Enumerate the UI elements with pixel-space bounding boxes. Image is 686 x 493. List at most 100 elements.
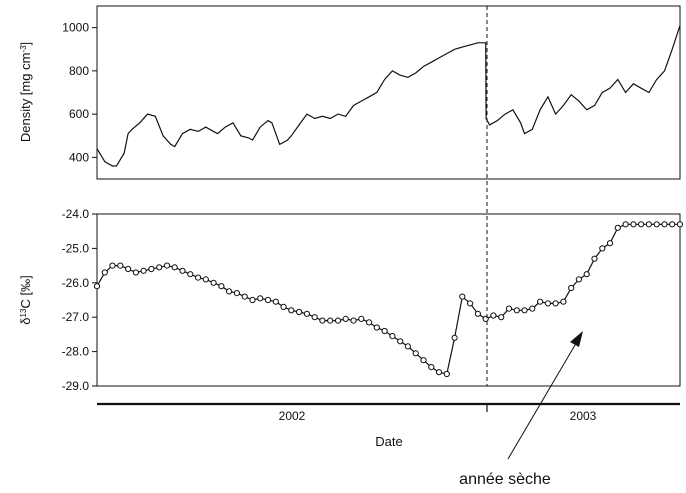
isotope-data-point [653,221,660,228]
isotope-y-tick-label: -29.0 [62,379,90,393]
density-plot-frame [96,5,681,180]
isotope-data-point [233,290,240,297]
isotope-data-point [156,264,163,271]
isotope-data-point [467,300,474,307]
density-axis-title-main: Density [mg cm [18,53,33,143]
isotope-series-line [96,223,680,375]
isotope-data-point [498,314,505,321]
isotope-data-point [412,350,419,357]
isotope-data-point [404,343,411,350]
isotope-data-point [101,269,108,276]
isotope-data-point [381,327,388,335]
isotope-data-point [443,370,450,378]
isotope-data-point [373,324,380,331]
isotope-data-point [210,279,217,286]
isotope-data-point [226,288,233,295]
density-panel: 1000 800 600 400 Density [mg cm-3] [18,5,681,180]
isotope-panel: -24.0 -25.0 -26.0 -27.0 -28.0 -29.0 δ13C [‰] [18,207,684,393]
isotope-data-point [397,338,404,345]
isotope-data-point [296,308,303,316]
isotope-data-point [630,221,637,228]
isotope-data-point [661,221,668,228]
density-y-axis: 1000 800 600 400 [62,21,97,164]
isotope-data-point [272,298,279,305]
isotope-data-point [264,296,272,304]
isotope-data-point [358,315,365,322]
isotope-data-point [606,240,614,247]
isotope-data-point [513,307,520,314]
isotope-data-point [568,284,575,292]
isotope-data-point [474,310,481,317]
isotope-data-point [459,293,466,300]
isotope-y-axis: -24.0 -25.0 -26.0 -27.0 -28.0 -29.0 [62,207,97,393]
isotope-data-point [676,221,684,228]
isotope-data-point [599,245,606,252]
annotation-label: année sèche [459,471,551,488]
isotope-data-point [420,357,427,364]
isotope-data-point [257,295,264,302]
isotope-data-point [342,315,349,322]
isotope-data-point [280,303,287,310]
isotope-data-point [575,276,583,283]
isotope-data-point [93,283,101,290]
isotope-data-point [195,274,202,281]
isotope-data-point [645,221,653,228]
isotope-data-point [163,262,171,269]
annotation-arrowhead [570,331,583,347]
isotope-data-point [327,317,334,324]
isotope-data-point [334,317,342,324]
isotope-data-point [622,221,629,228]
date-axis: 2002 2003 Date [97,402,680,449]
isotope-data-point [529,305,536,312]
dry-year-annotation: année sèche [459,331,583,488]
isotope-axis-title-sup: 13 [19,308,28,317]
year-label-2002: 2002 [279,409,306,423]
isotope-data-point [552,300,559,307]
density-y-tick-label: 800 [69,64,89,78]
isotope-plot-frame [96,213,681,387]
isotope-data-point [202,276,209,283]
isotope-data-point [187,271,194,278]
isotope-data-point [591,255,598,262]
density-y-tick-label: 400 [69,150,89,164]
isotope-data-point [669,221,676,228]
isotope-data-point [288,307,295,314]
year-label-2003: 2003 [570,409,597,423]
isotope-data-point [140,267,147,274]
isotope-data-point [435,369,443,376]
isotope-data-point [171,264,178,271]
density-y-tick-label: 600 [69,107,89,121]
isotope-data-point [303,310,310,317]
isotope-data-point [179,267,186,274]
isotope-y-tick-label: -24.0 [62,207,90,221]
density-axis-title: Density [mg cm-3] [18,42,33,142]
isotope-data-point [638,221,645,228]
isotope-data-point [125,265,132,273]
density-y-tick-label: 1000 [62,21,89,35]
isotope-y-tick-label: -26.0 [62,276,90,290]
isotope-data-point [451,334,458,341]
isotope-axis-title: δ13C [‰] [18,275,33,324]
date-axis-title: Date [375,434,402,449]
isotope-data-point [614,224,621,231]
isotope-data-point [490,312,497,319]
isotope-series-markers [93,221,684,378]
isotope-data-point [350,317,357,324]
isotope-data-point [109,262,116,269]
isotope-data-point [544,300,552,307]
isotope-data-point [218,283,225,290]
density-axis-title-end: ] [18,42,33,46]
isotope-data-point [117,262,124,269]
isotope-y-tick-label: -28.0 [62,345,90,359]
annotation-arrow-shaft [507,339,579,460]
isotope-data-point [132,269,139,276]
isotope-data-point [366,319,373,326]
isotope-data-point [319,317,326,324]
isotope-data-point [521,307,528,314]
isotope-data-point [311,314,318,321]
isotope-data-point [583,271,590,278]
isotope-data-point [249,296,256,304]
isotope-data-point [505,305,513,312]
isotope-data-point [389,333,396,340]
